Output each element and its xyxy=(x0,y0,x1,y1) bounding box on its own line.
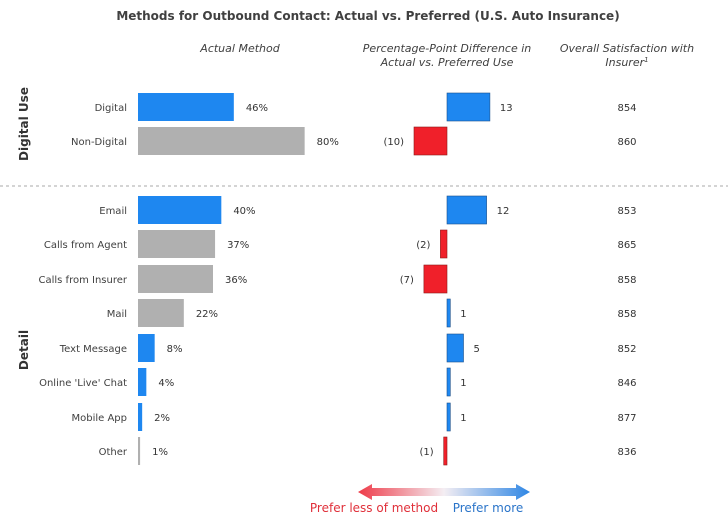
group-label-digital-use: Digital Use xyxy=(17,87,31,161)
difference-value-other: (1) xyxy=(420,447,434,458)
actual-value-mobile-app: 2% xyxy=(154,413,170,424)
actual-bar-non-digital xyxy=(138,127,305,155)
category-label-mobile-app: Mobile App xyxy=(71,413,127,424)
difference-bar-mail xyxy=(446,298,451,328)
difference-value-text-message: 5 xyxy=(474,344,480,355)
actual-value-calls-from-agent: 37% xyxy=(227,240,249,251)
difference-bar-digital xyxy=(446,92,491,122)
difference-value-mail: 1 xyxy=(460,309,466,320)
actual-bar-other xyxy=(138,437,141,465)
difference-bar-calls-from-insurer xyxy=(423,264,448,294)
actual-value-email: 40% xyxy=(233,206,255,217)
footnote-marker: 1 xyxy=(644,56,648,64)
difference-value-calls-from-insurer: (7) xyxy=(400,275,414,286)
category-label-digital: Digital xyxy=(95,103,127,114)
difference-bar-calls-from-agent xyxy=(440,229,448,259)
group-label-detail: Detail xyxy=(17,330,31,370)
chart-rows: Digital 46% 13 854 Non-Digital 80% (10) 860 Emai… xyxy=(39,92,637,466)
legend-prefer-more: Prefer more xyxy=(453,501,524,515)
actual-value-online-live-chat: 4% xyxy=(158,378,174,389)
header-actual: Actual Method xyxy=(199,42,280,55)
difference-bar-other xyxy=(443,436,448,466)
legend-prefer-less: Prefer less of method xyxy=(310,501,438,515)
satisfaction-value-mail: 858 xyxy=(617,309,636,320)
chart-title: Methods for Outbound Contact: Actual vs.… xyxy=(116,9,619,23)
header-difference-line2: Actual vs. Preferred Use xyxy=(380,56,514,69)
category-label-non-digital: Non-Digital xyxy=(71,137,127,148)
difference-bar-email xyxy=(446,195,487,225)
satisfaction-value-text-message: 852 xyxy=(617,344,636,355)
satisfaction-value-email: 853 xyxy=(617,206,636,217)
difference-bar-online-live-chat xyxy=(446,367,451,397)
difference-value-email: 12 xyxy=(497,206,510,217)
difference-value-digital: 13 xyxy=(500,103,513,114)
actual-bar-mobile-app xyxy=(138,403,143,431)
header-satisfaction-line2: Insurer1 xyxy=(605,56,648,69)
actual-bar-calls-from-agent xyxy=(138,230,216,258)
category-label-calls-from-insurer: Calls from Insurer xyxy=(39,275,128,286)
actual-bar-digital xyxy=(138,93,234,121)
actual-value-digital: 46% xyxy=(246,103,268,114)
actual-value-text-message: 8% xyxy=(167,344,183,355)
actual-bar-mail xyxy=(138,299,184,327)
actual-value-other: 1% xyxy=(152,447,168,458)
satisfaction-value-calls-from-agent: 865 xyxy=(617,240,636,251)
difference-bar-text-message xyxy=(446,333,464,363)
satisfaction-value-non-digital: 860 xyxy=(617,137,636,148)
satisfaction-value-digital: 854 xyxy=(617,103,636,114)
difference-value-non-digital: (10) xyxy=(383,137,404,148)
difference-bar-non-digital xyxy=(413,126,448,156)
actual-value-non-digital: 80% xyxy=(317,137,339,148)
actual-bar-calls-from-insurer xyxy=(138,265,213,293)
header-difference-line1: Percentage-Point Difference in xyxy=(363,42,532,55)
header-satisfaction-line1: Overall Satisfaction with xyxy=(560,42,694,55)
category-label-calls-from-agent: Calls from Agent xyxy=(44,240,127,251)
category-label-email: Email xyxy=(99,206,127,217)
difference-value-online-live-chat: 1 xyxy=(460,378,466,389)
difference-value-calls-from-agent: (2) xyxy=(416,240,430,251)
actual-value-calls-from-insurer: 36% xyxy=(225,275,247,286)
actual-value-mail: 22% xyxy=(196,309,218,320)
category-label-other: Other xyxy=(99,447,128,458)
satisfaction-value-mobile-app: 877 xyxy=(617,413,636,424)
category-label-online-live-chat: Online 'Live' Chat xyxy=(39,378,127,389)
legend-arrow xyxy=(358,484,530,500)
actual-bar-email xyxy=(138,196,222,224)
actual-bar-online-live-chat xyxy=(138,368,147,396)
category-label-text-message: Text Message xyxy=(59,344,127,355)
difference-bar-mobile-app xyxy=(446,402,451,432)
satisfaction-value-calls-from-insurer: 858 xyxy=(617,275,636,286)
satisfaction-value-online-live-chat: 846 xyxy=(617,378,636,389)
difference-value-mobile-app: 1 xyxy=(460,413,466,424)
satisfaction-value-other: 836 xyxy=(617,447,636,458)
category-label-mail: Mail xyxy=(107,309,127,320)
actual-bar-text-message xyxy=(138,334,155,362)
legend: Prefer less of method Prefer more xyxy=(310,484,530,515)
